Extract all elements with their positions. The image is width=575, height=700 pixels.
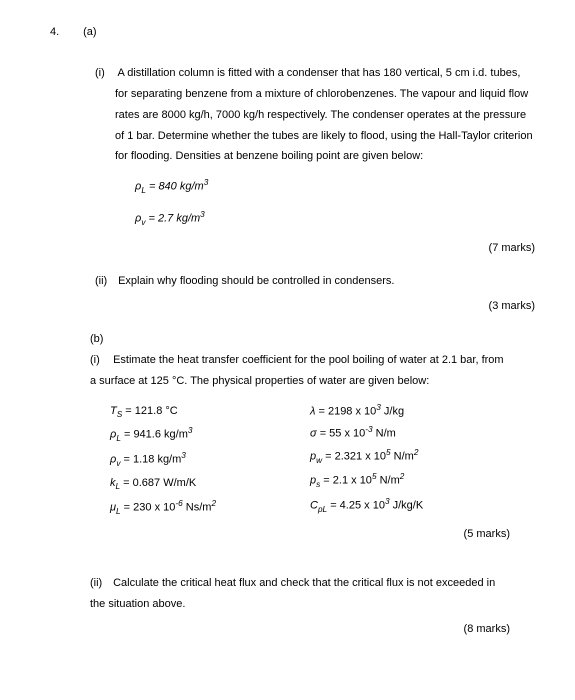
part-a-i: (i) A distillation column is fitted with… (115, 63, 535, 259)
a-i-label: (i) (95, 63, 115, 84)
part-a-ii: (ii) Explain why flooding should be cont… (115, 271, 535, 317)
a-ii-text: Explain why flooding should be controlle… (118, 275, 394, 287)
part-b-label: (b) (90, 329, 115, 350)
b-i-marks: (5 marks) (90, 524, 510, 545)
a-i-rhoL: ρL = 840 kg/m3 (135, 175, 535, 199)
props-right: λ = 2198 x 103 J/kg σ = 55 x 10-3 N/m pw… (310, 400, 510, 520)
part-b-i: (i) Estimate the heat transfer coefficie… (90, 350, 510, 545)
a-i-text: A distillation column is fitted with a c… (115, 67, 533, 163)
part-a-label: (a) (83, 22, 96, 43)
props-left: TS = 121.8 °C ρL = 941.6 kg/m3 ρv = 1.18… (110, 400, 310, 520)
a-i-rhov: ρv = 2.7 kg/m3 (135, 207, 535, 231)
b-i-properties: TS = 121.8 °C ρL = 941.6 kg/m3 ρv = 1.18… (110, 400, 510, 520)
b-ii-label: (ii) (90, 573, 110, 594)
part-b-ii: (ii) Calculate the critical heat flux an… (90, 573, 510, 640)
b-ii-text: Calculate the critical heat flux and che… (90, 577, 495, 610)
part-b: (b) (i) Estimate the heat transfer coeff… (90, 329, 535, 650)
a-i-marks: (7 marks) (115, 238, 535, 259)
b-ii-marks: (8 marks) (90, 619, 510, 640)
question-header: 4. (a) (50, 22, 535, 43)
b-i-text: Estimate the heat transfer coefficient f… (90, 354, 504, 387)
question-number: 4. (50, 22, 80, 43)
b-i-label: (i) (90, 350, 110, 371)
a-ii-marks: (3 marks) (115, 296, 535, 317)
a-ii-label: (ii) (95, 271, 115, 292)
